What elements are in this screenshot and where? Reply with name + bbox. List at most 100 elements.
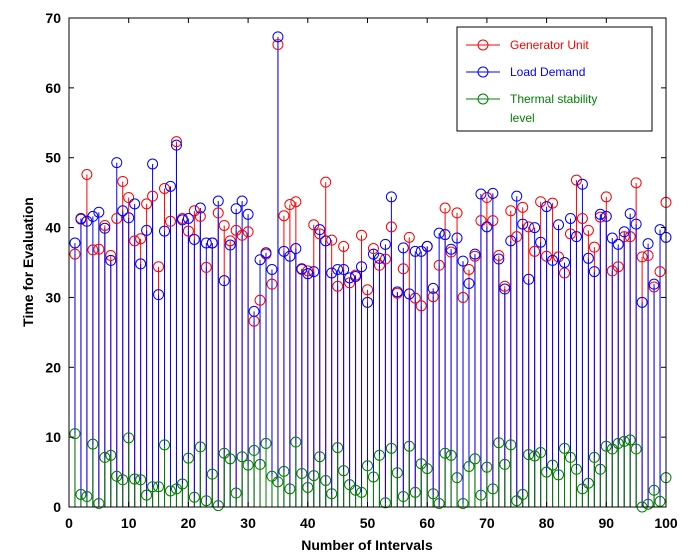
y-axis-label: Time for Evaluation <box>20 197 36 327</box>
data-point <box>391 286 403 298</box>
data-point <box>451 472 463 484</box>
data-point <box>284 199 296 211</box>
data-point <box>564 212 576 224</box>
data-point <box>350 484 362 496</box>
data-point <box>409 245 421 257</box>
data-point <box>654 266 666 278</box>
data-point <box>87 244 99 256</box>
data-point <box>606 265 618 277</box>
data-point <box>105 250 117 262</box>
data-point <box>236 451 248 463</box>
data-point <box>117 175 129 187</box>
data-point <box>182 225 194 237</box>
data-point <box>582 224 594 236</box>
data-point <box>475 489 487 501</box>
data-point <box>403 288 415 300</box>
data-point <box>469 453 481 465</box>
data-point <box>123 192 135 204</box>
data-point <box>236 229 248 241</box>
data-point <box>606 443 618 455</box>
data-point <box>75 212 87 224</box>
data-point <box>188 205 200 217</box>
data-point <box>153 289 165 301</box>
data-point <box>278 210 290 222</box>
data-point <box>332 442 344 454</box>
data-point <box>170 136 182 148</box>
legend-label: Load Demand <box>510 65 585 79</box>
data-point <box>105 449 117 461</box>
data-point <box>147 481 159 493</box>
data-point <box>367 471 379 483</box>
data-point <box>302 265 314 277</box>
legend-marker <box>477 66 489 78</box>
data-point <box>505 235 517 247</box>
data-point <box>81 491 93 503</box>
data-point <box>338 240 350 252</box>
data-point <box>194 202 206 214</box>
x-axis-label: Number of Intervals <box>301 537 433 553</box>
data-point <box>373 449 385 461</box>
data-point <box>445 449 457 461</box>
data-point <box>326 267 338 279</box>
data-point <box>87 210 99 222</box>
data-point <box>433 259 445 271</box>
data-point <box>344 272 356 284</box>
data-point <box>200 261 212 273</box>
data-point <box>517 218 529 230</box>
data-point <box>397 242 409 254</box>
data-point <box>559 442 571 454</box>
data-point <box>224 235 236 247</box>
data-point <box>248 444 260 456</box>
data-point <box>164 180 176 192</box>
data-point <box>487 483 499 495</box>
data-point <box>511 190 523 202</box>
data-point <box>338 263 350 275</box>
data-point <box>624 434 636 446</box>
data-point <box>612 238 624 250</box>
data-point <box>290 243 302 255</box>
data-point <box>559 257 571 268</box>
x-tick-label: 60 <box>419 515 435 531</box>
data-point <box>69 237 81 249</box>
data-point <box>463 277 475 289</box>
data-point <box>373 259 385 271</box>
data-point <box>547 254 559 266</box>
data-point <box>123 212 135 224</box>
data-point <box>194 210 206 222</box>
x-tick-label: 80 <box>539 515 555 531</box>
data-point <box>433 227 445 239</box>
data-point <box>445 243 457 255</box>
data-point <box>164 485 176 497</box>
data-point <box>129 235 141 247</box>
data-point <box>260 247 272 259</box>
data-point <box>308 470 320 482</box>
data-point <box>93 206 105 218</box>
data-point <box>141 224 153 236</box>
data-point <box>457 291 469 303</box>
x-tick-label: 10 <box>121 515 137 531</box>
data-point <box>511 495 523 507</box>
data-point <box>487 187 499 199</box>
x-tick-label: 100 <box>654 515 678 531</box>
x-tick-label: 20 <box>181 515 197 531</box>
y-tick-label: 50 <box>45 150 61 166</box>
data-point <box>236 195 248 207</box>
data-point <box>338 465 350 477</box>
data-point <box>499 280 511 292</box>
data-point <box>254 294 266 306</box>
data-point <box>141 198 153 210</box>
data-point <box>242 459 254 471</box>
data-point <box>194 441 206 453</box>
data-point <box>654 224 666 236</box>
data-point <box>230 203 242 215</box>
data-point <box>618 435 630 447</box>
data-point <box>499 283 511 295</box>
y-tick-label: 70 <box>45 10 61 26</box>
data-point <box>385 442 397 454</box>
x-axis-ticks: 0 10 20 30 40 50 60 70 80 90 100 <box>65 18 678 531</box>
data-point <box>582 477 594 489</box>
data-point <box>218 447 230 459</box>
data-point <box>176 214 188 226</box>
data-point <box>254 254 266 266</box>
data-point <box>135 233 147 245</box>
